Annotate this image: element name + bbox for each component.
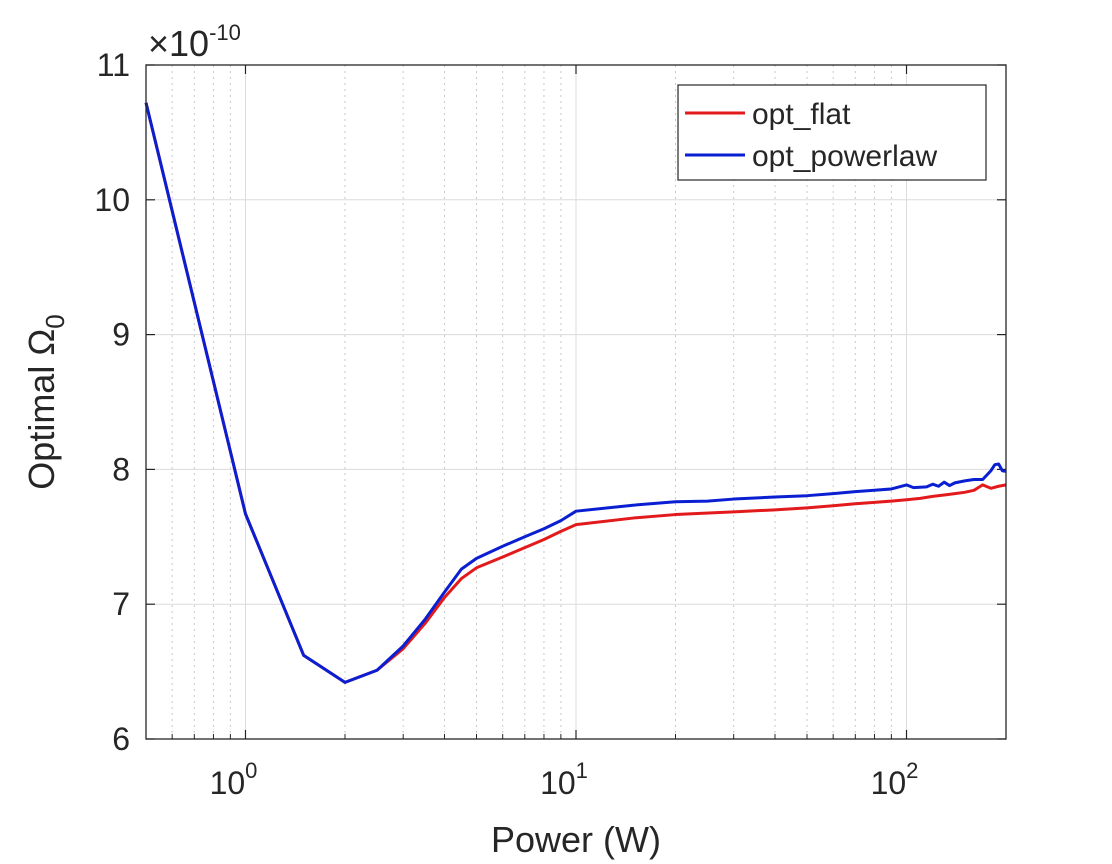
series-line-opt-powerlaw: [144, 102, 1007, 684]
legend-label-opt-flat: opt_flat: [752, 98, 851, 131]
y-axis-label-subscript: 0: [40, 314, 70, 328]
x-tick-label: 102: [871, 758, 919, 801]
y-axis-label: Optimal Ω0: [21, 314, 70, 489]
series-lines: [144, 102, 1007, 684]
x-tick-label: 100: [210, 758, 258, 801]
x-tick-labels: 100 101 102: [210, 758, 919, 801]
plot-frame: [145, 64, 1007, 740]
legend-label-opt-powerlaw: opt_powerlaw: [752, 140, 937, 173]
y-tick-labels: 6 7 8 9 10 11: [94, 47, 130, 757]
series-line-opt-flat: [144, 102, 1007, 684]
legend: opt_flat opt_powerlaw: [677, 84, 987, 181]
y-tick-label: 9: [112, 317, 130, 353]
y-tick-label: 8: [112, 451, 130, 487]
y-tick-label: 6: [112, 721, 130, 757]
y-tick-label: 7: [112, 586, 130, 622]
y-multiplier-prefix: ×10: [148, 23, 209, 64]
y-axis-label-main: Optimal Ω: [21, 329, 62, 490]
y-multiplier: ×10-10: [148, 20, 241, 64]
x-axis-label: Power (W): [491, 819, 661, 860]
y-multiplier-exponent: -10: [209, 20, 241, 45]
x-tick-label: 101: [540, 758, 588, 801]
legend-box: [677, 84, 987, 181]
y-tick-label: 11: [97, 47, 130, 83]
y-tick-label: 10: [94, 182, 130, 218]
